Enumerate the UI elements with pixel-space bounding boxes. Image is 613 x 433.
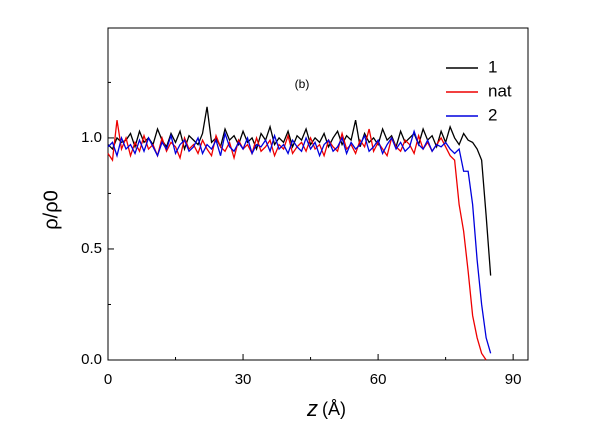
series-line	[107, 120, 487, 361]
y-tick-label: 1.0	[81, 129, 102, 146]
y-tick-label: 0.5	[81, 240, 102, 257]
x-tick-label: 60	[370, 371, 387, 388]
legend-label: nat	[488, 81, 512, 100]
legend-label: 1	[488, 57, 497, 76]
x-tick-label: 90	[505, 371, 522, 388]
x-tick-label: 0	[104, 371, 112, 388]
series-line	[107, 106, 492, 276]
y-axis-label: ρ/ρ0	[40, 190, 62, 229]
x-axis-unit: (Å)	[322, 399, 346, 419]
annotation: (b)	[295, 77, 310, 91]
plot-frame	[107, 27, 529, 361]
series-line	[107, 129, 492, 354]
y-tick-label: 0.0	[81, 351, 102, 368]
x-axis-label: z	[306, 396, 318, 421]
x-tick-label: 30	[235, 371, 252, 388]
legend-label: 2	[488, 105, 497, 124]
